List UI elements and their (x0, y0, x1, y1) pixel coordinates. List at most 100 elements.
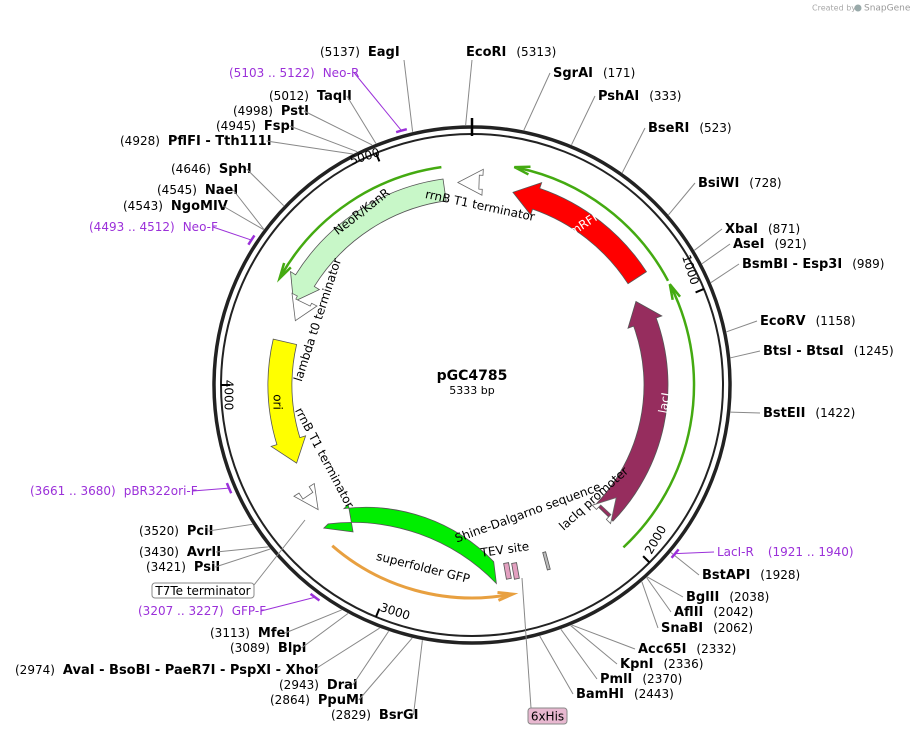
site-position: (523) (699, 121, 731, 135)
site-name: AseI (733, 237, 764, 252)
site-label: (2974) AvaI - BsoBI - PaeR7I - PspXI - Xh… (15, 663, 319, 678)
site-name: FspI (264, 119, 295, 134)
tick-mark (695, 288, 705, 294)
site-position: (921) (774, 237, 806, 251)
site-name: EcoRV (760, 314, 806, 329)
site-name: KpnI (620, 657, 653, 672)
site-leader (701, 243, 731, 265)
site-position: (4646) (171, 162, 211, 176)
site-leader (694, 228, 723, 251)
site-position: (2062) (713, 621, 753, 635)
site-name: BstAPI (702, 568, 750, 583)
tick-mark (642, 555, 651, 564)
site-name: PciI (187, 524, 214, 539)
site-label: Acc65I (2332) (638, 642, 736, 657)
site-leader (641, 581, 659, 629)
feature-label: ori (271, 394, 285, 410)
site-leader (346, 95, 377, 144)
site-name: MfeI (258, 626, 290, 641)
site-label: BsiWI (728) (698, 176, 782, 191)
site-name: SgrAI (553, 66, 593, 81)
primer-range: (1921 .. 1940) (768, 545, 854, 559)
site-position: (171) (603, 66, 635, 80)
site-name: NaeI (205, 183, 238, 198)
feature-arrow (456, 168, 484, 196)
primer-label: (4493 .. 4512) Neo-F (89, 220, 218, 234)
orf-line (280, 165, 442, 276)
site-leader (313, 627, 380, 671)
feature-arrow (322, 503, 497, 585)
site-label: SgrAI (171) (553, 66, 635, 81)
site-name: BsrGI (379, 708, 419, 723)
site-position: (5012) (269, 89, 309, 103)
site-position: (989) (852, 257, 884, 271)
site-label: (3430) AvrII (139, 545, 221, 560)
site-leader (289, 125, 358, 153)
site-leader (670, 552, 700, 576)
site-label: (4945) FspI (216, 119, 295, 134)
site-name: PshAI (598, 89, 639, 104)
site-position: (4928) (120, 134, 160, 148)
site-leader (352, 630, 390, 686)
orf-line (517, 166, 670, 282)
site-leader (539, 635, 574, 695)
site-leader (358, 637, 413, 701)
site-label: (5137) EagI (320, 45, 400, 60)
orf-head (513, 165, 531, 176)
orf-head (497, 590, 519, 602)
site-name: TaqII (317, 89, 352, 104)
site-position: (1245) (854, 344, 894, 358)
primer-mark (309, 592, 321, 602)
site-leader (560, 629, 598, 680)
primer-range: (5103 .. 5122) (229, 66, 315, 80)
feature-arrow (267, 338, 307, 464)
site-name: EcoRI (466, 45, 506, 60)
site-label: (2864) PpuMI (270, 693, 364, 708)
site-name: BstEII (763, 406, 805, 421)
tick-mark (375, 152, 381, 162)
site-label: (4646) SphI (171, 162, 252, 177)
primer-leader (192, 487, 230, 492)
site-position: (5313) (516, 45, 556, 59)
site-name: SnaBI (661, 621, 703, 636)
site-position: (1422) (815, 406, 855, 420)
site-leader (246, 168, 285, 207)
site-position: (4543) (123, 199, 163, 213)
site-leader (726, 320, 758, 333)
site-name: BsmBI - Esp3I (742, 257, 842, 272)
site-label: EcoRI (5313) (466, 45, 556, 60)
site-position: (4998) (233, 104, 273, 118)
orf-head (668, 283, 682, 301)
site-label: (3520) PciI (139, 524, 213, 539)
site-label: BtsI - BtsαI (1245) (763, 344, 894, 359)
tick-label: 5000 (348, 145, 381, 168)
site-leader (730, 350, 761, 359)
site-label: BsmBI - Esp3I (989) (742, 257, 884, 272)
site-label: (3113) MfeI (210, 626, 290, 641)
site-position: (5137) (320, 45, 360, 59)
site-position: (3430) (139, 545, 179, 559)
site-label: PmlI (2370) (600, 672, 682, 687)
site-label: XbaI (871) (725, 222, 800, 237)
primer-label: LacI-R (1921 .. 1940) (717, 545, 854, 559)
site-leader (266, 140, 353, 155)
site-leader (668, 182, 696, 216)
site-leader (216, 546, 269, 553)
site-position: (2370) (642, 672, 682, 686)
site-label: (3089) BlpI (230, 641, 306, 656)
site-leader (571, 95, 596, 146)
site-name: SphI (219, 162, 252, 177)
site-name: PsiI (194, 560, 220, 575)
site-label: (2829) BsrGI (331, 708, 418, 723)
site-name: BlpI (278, 641, 307, 656)
site-name: PstI (281, 104, 309, 119)
site-position: (3520) (139, 524, 179, 538)
site-position: (728) (749, 176, 781, 190)
site-position: (2974) (15, 663, 55, 677)
primer-name: pBR322ori-F (124, 484, 198, 498)
site-label: SnaBI (2062) (661, 621, 753, 636)
site-label: AflII (2042) (674, 605, 753, 620)
boxed-leader (253, 519, 306, 586)
site-leader (621, 127, 646, 174)
site-leader (570, 625, 618, 665)
